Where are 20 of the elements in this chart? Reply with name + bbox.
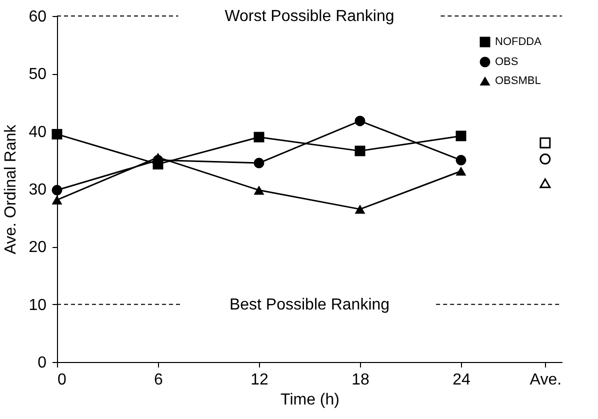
y-tick-label: 30 [28,182,47,198]
ref-line-label: Worst Possible Ranking [224,8,394,25]
y-tick-label: 40 [28,124,47,141]
y-tick-label: 0 [38,354,47,372]
x-tick-label: 18 [352,372,370,388]
legend-label: OBSMBL [495,75,541,87]
x-tick-label: 12 [250,372,268,388]
y-tick-label: 60 [28,8,47,26]
legend-label: NOFDDA [495,36,542,48]
legend-label: OBS [495,56,518,68]
y-tick-label: 10 [28,296,47,314]
x-tick-label: 6 [154,372,164,388]
x-axis-title: Time (h) [280,392,340,408]
y-tick-label: 20 [28,239,47,256]
x-tick-label: Ave. [530,372,562,388]
y-tick-label: 50 [28,66,47,84]
ref-line-label: Best Possible Ranking [229,296,390,314]
x-tick-label: 24 [452,372,470,388]
x-tick-label: 0 [58,372,66,388]
y-axis-title: Ave. Ordinal Rank [2,124,20,254]
